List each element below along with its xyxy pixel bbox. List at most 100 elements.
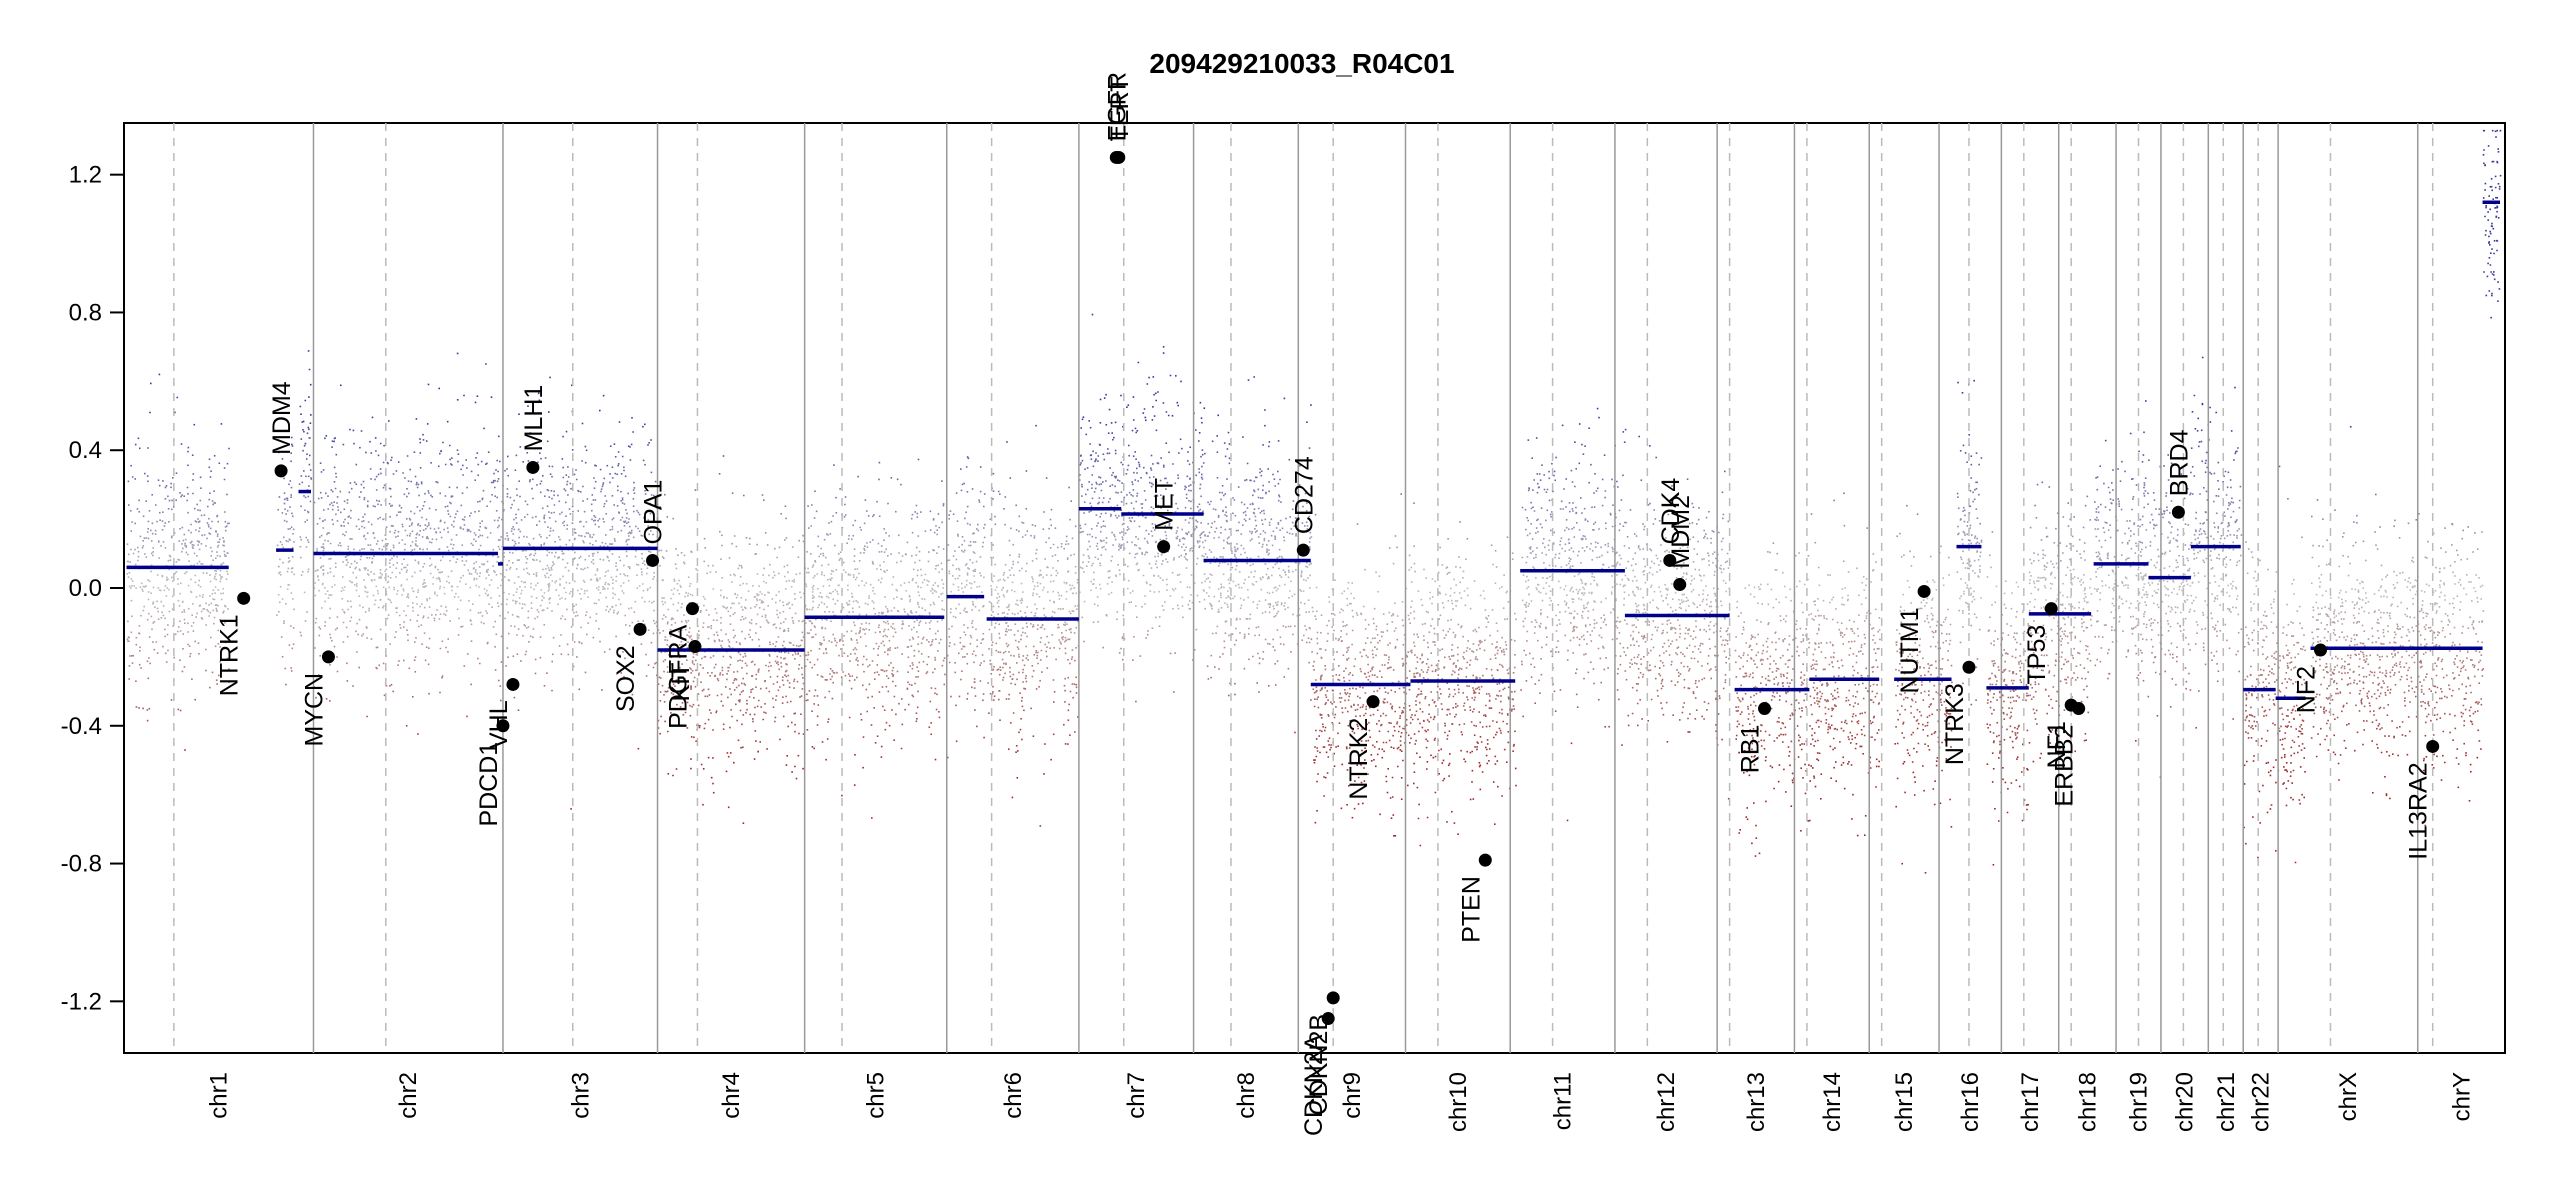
probe-point-group [1208, 503, 1254, 506]
probe-point-group [2151, 582, 2183, 585]
probe-point-group [2094, 635, 2104, 638]
probe-point-group [159, 511, 226, 514]
probe-point-group [1319, 689, 1393, 692]
probe-point-group [2386, 751, 2388, 753]
probe-point-group [1080, 453, 1105, 457]
probe-point-group [2198, 440, 2203, 443]
probe-point-group [304, 620, 307, 622]
probe-point-group [1963, 509, 1966, 512]
probe-point-group [1755, 731, 1758, 734]
probe-point-group [1750, 637, 1810, 641]
probe-point-group [288, 483, 290, 486]
probe-point-group [1627, 714, 1674, 717]
probe-point-group [2069, 542, 2071, 545]
probe-point-group [2034, 681, 2037, 683]
probe-point-group [1996, 722, 1999, 724]
probe-point-group [1481, 725, 1488, 728]
probe-point-group [2138, 540, 2140, 543]
probe-point-group [1932, 579, 1934, 581]
probe-point-group [2033, 605, 2074, 608]
probe-point-group [2096, 488, 2114, 491]
probe-point-group [2032, 667, 2035, 669]
probe-point-group [701, 689, 744, 692]
probe-point-group [2104, 584, 2129, 587]
probe-point-group [981, 638, 985, 641]
probe-point-group [329, 570, 496, 573]
probe-point-group [668, 653, 806, 656]
probe-point-group [541, 594, 560, 597]
probe-point-group [1388, 547, 1391, 549]
probe-point-group [1765, 640, 1803, 643]
probe-point-group [1112, 471, 1114, 474]
probe-point-group [1853, 621, 1855, 623]
probe-point-group [546, 440, 549, 443]
probe-point-group [940, 593, 942, 595]
probe-point-group [1035, 552, 1037, 555]
probe-point-group [553, 562, 657, 566]
probe-point-group [1093, 578, 1095, 581]
probe-point-group [1431, 669, 1499, 673]
probe-point-group [1622, 431, 1625, 433]
probe-point-group [1425, 746, 1428, 749]
probe-point-group [156, 607, 229, 611]
probe-point-group [1998, 669, 2005, 671]
probe-point-group [506, 647, 509, 649]
probe-point-group [1578, 423, 1581, 425]
probe-point-group [2363, 728, 2381, 731]
probe-point-group [2423, 757, 2425, 760]
probe-point-group [1662, 685, 1664, 687]
probe-point-group [2301, 627, 2303, 629]
probe-point-group [1252, 601, 1279, 603]
probe-point-group [1422, 677, 1495, 680]
probe-point-group [1989, 700, 2017, 703]
probe-point-group [829, 678, 876, 681]
probe-point-group [516, 559, 536, 561]
probe-point-group [1333, 667, 1390, 670]
probe-point-group [699, 663, 801, 667]
gene-label: TERT [1106, 77, 1134, 142]
probe-point-group [327, 597, 492, 600]
probe-point-group [1561, 424, 1564, 427]
probe-point-group [2176, 660, 2178, 663]
probe-point-group [1969, 565, 1981, 568]
probe-point-group [1860, 650, 1862, 652]
probe-point-group [2312, 615, 2471, 619]
probe-point-group [1085, 433, 1087, 436]
probe-point-group [2047, 726, 2063, 729]
probe-point-group [1002, 679, 1055, 681]
probe-point-group [673, 707, 676, 710]
probe-point-group [1450, 587, 1501, 590]
probe-point-group [993, 665, 1011, 669]
probe-point-group [961, 483, 964, 486]
probe-point-group [2028, 742, 2031, 744]
gene-label: MET [1151, 478, 1179, 531]
probe-point-group [1635, 626, 1687, 629]
probe-point-group [2013, 632, 2025, 635]
probe-point-group [1736, 600, 1739, 603]
probe-point-group [2332, 712, 2475, 716]
probe-point-group [685, 619, 805, 622]
probe-point-group [1503, 574, 1505, 576]
probe-point-group [739, 643, 774, 646]
probe-point-group [153, 648, 207, 651]
probe-point-group [1340, 607, 1376, 610]
probe-point-group [391, 456, 477, 459]
probe-point-group [2293, 752, 2296, 755]
probe-point-group [1971, 600, 1973, 603]
probe-point-group [999, 719, 1070, 721]
probe-point-group [1935, 589, 1938, 591]
probe-point-group [1306, 421, 1308, 423]
probe-point-group [973, 681, 976, 683]
probe-point-group [1419, 722, 1508, 725]
probe-point-group [2145, 400, 2147, 402]
probe-point-group [1534, 702, 1536, 704]
probe-point-group [2189, 493, 2191, 496]
probe-point-group [1774, 569, 1778, 571]
probe-point-group [498, 679, 500, 682]
probe-point-group [1617, 486, 1619, 488]
probe-point-group [534, 672, 622, 675]
probe-point-group [1316, 652, 1319, 655]
probe-point-group [667, 761, 804, 824]
probe-point-group [1966, 602, 1969, 605]
probe-point-group [1367, 663, 1386, 666]
